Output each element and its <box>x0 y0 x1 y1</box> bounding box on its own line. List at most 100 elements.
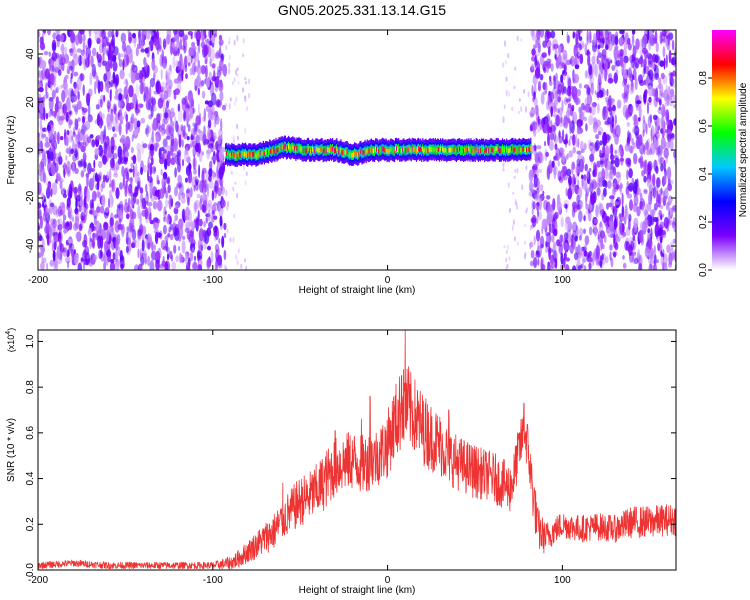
heatmap-cell <box>208 167 213 178</box>
heatmap-cell <box>153 217 159 223</box>
heatmap-cell <box>348 152 350 158</box>
heatmap-cell <box>642 129 645 137</box>
heatmap-cell <box>546 212 553 227</box>
heatmap-cell <box>223 249 227 261</box>
heatmap-cell <box>203 108 206 122</box>
heatmap-cell <box>180 124 184 132</box>
heatmap-cell <box>512 218 515 226</box>
heatmap-cell <box>65 133 69 147</box>
heatmap-cell <box>540 263 546 270</box>
heatmap-cell <box>125 44 132 56</box>
heatmap-cell <box>82 107 88 113</box>
heatmap-cell <box>280 144 282 150</box>
heatmap-cell <box>214 114 220 125</box>
heatmap-cell <box>631 137 634 146</box>
heatmap-cell <box>204 58 208 65</box>
heatmap-cell <box>673 150 676 159</box>
heatmap-cell <box>648 39 652 51</box>
heatmap-cell <box>265 149 268 155</box>
heatmap-cell <box>214 206 217 212</box>
heatmap-cell <box>448 147 450 153</box>
heatmap-cell <box>186 156 191 164</box>
heatmap-cell <box>133 264 140 270</box>
heatmap-cell <box>545 247 548 253</box>
heatmap-cell <box>529 241 534 248</box>
heatmap-cell <box>239 152 241 158</box>
heatmap-cell <box>42 96 45 103</box>
heatmap-cell <box>204 137 207 146</box>
heatmap-cell <box>562 49 568 61</box>
heatmap-cell <box>619 183 623 190</box>
heatmap-cell <box>554 93 558 103</box>
heatmap-cell <box>89 134 94 139</box>
heatmap-cell <box>218 47 222 59</box>
heatmap-cell <box>110 40 114 47</box>
heatmap-cell <box>96 202 101 217</box>
heatmap-cell <box>375 146 377 152</box>
heatmap-cell <box>89 199 94 209</box>
heatmap-cell <box>58 175 62 182</box>
heatmap-cell <box>146 124 149 138</box>
heatmap-cell <box>633 217 639 229</box>
heatmap-cell <box>248 92 251 99</box>
heatmap-cell <box>623 42 629 50</box>
heatmap-cell <box>650 251 653 257</box>
heatmap-cell <box>225 103 228 107</box>
heatmap-cell <box>612 128 616 138</box>
heatmap-cell <box>516 35 519 42</box>
heatmap-cell <box>94 32 100 41</box>
heatmap-cell <box>108 189 113 198</box>
heatmap-cell <box>187 31 194 36</box>
heatmap-cell <box>122 142 126 156</box>
heatmap-cell <box>192 156 197 170</box>
heatmap-cell <box>236 34 239 42</box>
heatmap-cell <box>90 221 94 228</box>
heatmap-cell <box>576 194 580 204</box>
heatmap-cell <box>218 238 221 244</box>
heatmap-cell <box>566 168 572 177</box>
heatmap-cell <box>653 245 656 256</box>
heatmap-cell <box>75 231 81 240</box>
heatmap-cell <box>508 90 511 98</box>
heatmap-cell <box>281 144 283 150</box>
heatmap-cell <box>525 165 528 170</box>
heatmap-cell <box>537 208 539 218</box>
heatmap-cell <box>275 146 277 151</box>
heatmap-cell <box>530 250 535 259</box>
heatmap-cell <box>172 56 176 69</box>
heatmap-cell <box>516 148 518 154</box>
heatmap-cell <box>614 149 617 155</box>
heatmap-cell <box>49 202 55 208</box>
heatmap-cell <box>78 223 83 232</box>
heatmap-cell <box>176 150 179 158</box>
heatmap-cell <box>207 108 213 120</box>
heatmap-cell <box>654 89 657 96</box>
heatmap-cell <box>549 75 552 82</box>
heatmap-cell <box>531 209 534 215</box>
heatmap-cell <box>673 227 676 233</box>
heatmap-cell <box>557 160 561 167</box>
heatmap-cell <box>103 125 107 139</box>
heatmap-cell <box>644 49 649 59</box>
heatmap-cell <box>561 165 566 178</box>
heatmap-cell <box>285 146 288 152</box>
heatmap-cell <box>318 148 320 153</box>
heatmap-cell <box>598 177 604 188</box>
heatmap-cell <box>85 206 88 217</box>
heatmap-cell <box>207 183 209 197</box>
heatmap-cell <box>162 38 167 50</box>
heatmap-cell <box>184 177 189 183</box>
heatmap-cell <box>632 114 638 121</box>
heatmap-cell <box>184 227 190 233</box>
heatmap-cell <box>197 209 200 222</box>
heatmap-cell <box>204 230 210 245</box>
heatmap-cell <box>82 158 87 173</box>
heatmap-cell <box>140 256 145 267</box>
heatmap-cell <box>177 183 183 188</box>
heatmap-cell <box>575 225 579 239</box>
heatmap-cell <box>160 158 165 165</box>
heatmap-cell <box>555 114 561 127</box>
heatmap-cell <box>359 149 361 155</box>
heatmap-cell <box>68 190 72 201</box>
heatmap-cell <box>537 239 540 250</box>
